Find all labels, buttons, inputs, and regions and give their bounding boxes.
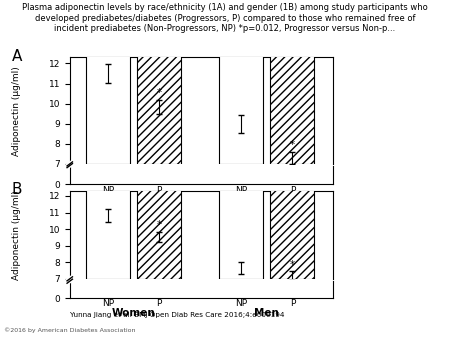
Text: *: *: [157, 220, 162, 230]
Text: ©2016 by American Diabetes Association: ©2016 by American Diabetes Association: [4, 327, 136, 333]
Bar: [219, 0, 263, 164]
Text: NP: NP: [235, 299, 248, 308]
Text: White: White: [116, 195, 151, 206]
Text: P: P: [290, 299, 295, 308]
Text: Men: Men: [254, 308, 279, 318]
Text: *: *: [290, 260, 295, 270]
Text: Black: Black: [251, 195, 283, 206]
Text: NP: NP: [235, 186, 248, 195]
Text: NP: NP: [102, 186, 114, 195]
Text: B: B: [12, 182, 22, 197]
Bar: [219, 152, 263, 279]
Text: Women: Women: [112, 308, 155, 318]
Y-axis label: Adiponectin (μg/ml): Adiponectin (μg/ml): [12, 66, 21, 155]
Text: P: P: [156, 299, 162, 308]
Text: *: *: [157, 88, 162, 98]
Text: *: *: [290, 140, 295, 150]
Text: Yunna Jiang et al. BMJ Open Diab Res Care 2016;4:e000194: Yunna Jiang et al. BMJ Open Diab Res Car…: [70, 312, 284, 318]
Text: A: A: [12, 49, 22, 64]
Bar: [270, 17, 315, 164]
Y-axis label: Adiponectin (μg/ml): Adiponectin (μg/ml): [12, 190, 21, 280]
Bar: [86, 0, 130, 164]
Text: Plasma adiponectin levels by race/ethnicity (1A) and gender (1B) among study par: Plasma adiponectin levels by race/ethnic…: [22, 3, 428, 33]
Text: BMJ Open
Diabetes
Research
& Care: BMJ Open Diabetes Research & Care: [384, 283, 428, 327]
Bar: [270, 160, 315, 279]
Bar: [137, 0, 181, 164]
Bar: [86, 100, 130, 279]
Bar: [137, 121, 181, 279]
Text: P: P: [156, 186, 162, 195]
Text: NP: NP: [102, 299, 114, 308]
Text: P: P: [290, 186, 295, 195]
